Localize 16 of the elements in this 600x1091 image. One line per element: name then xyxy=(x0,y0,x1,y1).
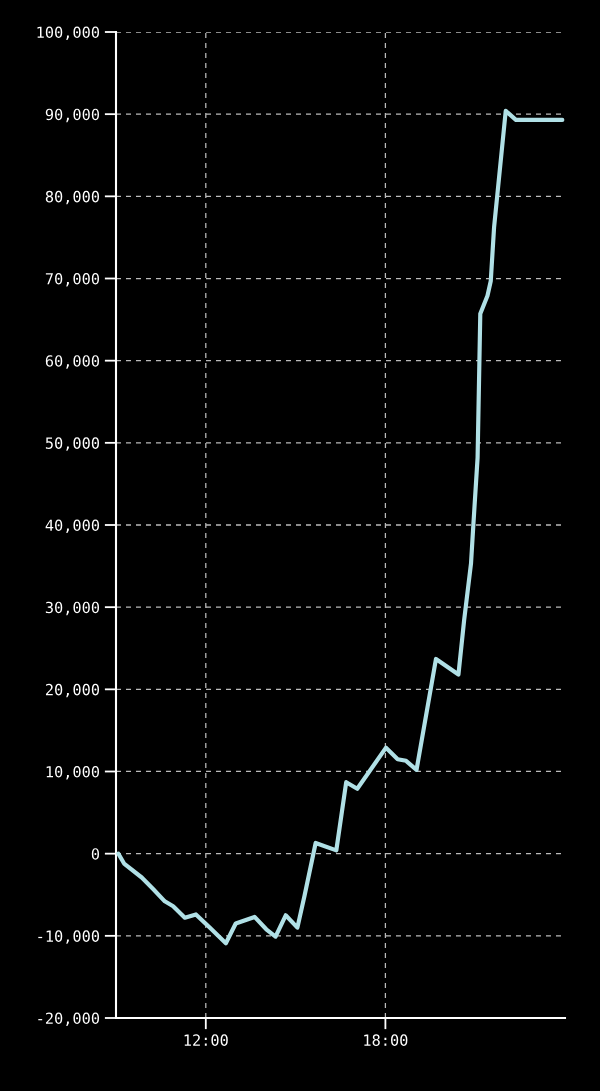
y-tick-label: 90,000 xyxy=(45,108,100,123)
y-tick-label: 70,000 xyxy=(45,273,100,287)
x-tick-label: 12:00 xyxy=(184,1034,228,1046)
line-series xyxy=(116,108,565,946)
y-tick-label: -10,000 xyxy=(38,930,100,944)
y-tick-label: 40,000 xyxy=(45,519,100,533)
y-tick-label: 60,000 xyxy=(45,355,100,369)
y-tick-label: 0 xyxy=(91,848,100,860)
y-tick-label: -20,000 xyxy=(38,1012,100,1026)
x-tick-label: 18:00 xyxy=(364,1034,408,1046)
y-tick-label: 30,000 xyxy=(45,601,100,616)
y-tick-label: 50,000 xyxy=(45,437,100,451)
y-tick-label: 10,000 xyxy=(46,766,100,780)
y-tick-label: 100,000 xyxy=(37,26,100,40)
y-tick-label: 80,000 xyxy=(45,190,100,205)
y-tick-label: 20,000 xyxy=(45,683,100,698)
